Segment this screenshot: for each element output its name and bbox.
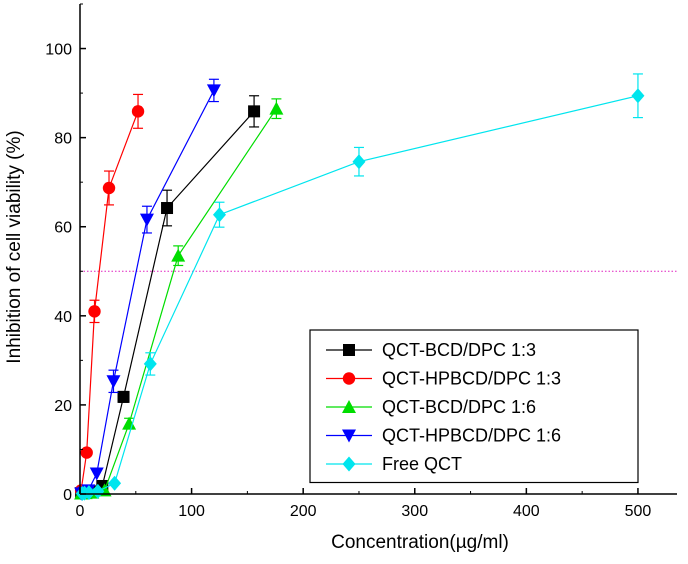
data-point <box>122 416 137 430</box>
y-tick-label: 100 <box>45 42 72 59</box>
data-point <box>80 446 93 459</box>
legend-item: Free QCT <box>326 454 462 474</box>
y-tick-label: 60 <box>54 220 72 237</box>
x-tick-label: 200 <box>290 503 317 520</box>
legend-label: QCT-BCD/DPC 1:6 <box>382 397 536 417</box>
data-point <box>88 305 101 318</box>
data-point <box>139 213 154 227</box>
series-5 <box>75 73 645 502</box>
x-tick-label: 100 <box>178 503 205 520</box>
data-point <box>342 456 356 472</box>
data-point <box>102 181 116 195</box>
y-tick-label: 40 <box>54 309 72 326</box>
axes: 0 100 200 300 400 500 0 20 40 60 80 100 <box>45 3 677 520</box>
x-tick-label: 500 <box>625 503 652 520</box>
legend-label: QCT-HPBCD/DPC 1:3 <box>382 369 561 389</box>
data-point <box>343 344 355 356</box>
y-tick-label: 80 <box>54 131 72 148</box>
data-point <box>82 485 96 501</box>
data-point <box>106 375 121 389</box>
series-group <box>74 73 645 502</box>
data-point <box>91 483 105 499</box>
data-point <box>631 88 645 104</box>
x-tick-label: 300 <box>401 503 428 520</box>
legend-label: QCT-BCD/DPC 1:3 <box>382 340 536 360</box>
legend-item: QCT-HPBCD/DPC 1:3 <box>326 369 561 389</box>
data-point <box>89 467 104 481</box>
data-point <box>352 154 366 170</box>
legend-label: Free QCT <box>382 454 462 474</box>
series-4 <box>74 78 221 501</box>
data-point <box>143 356 157 372</box>
data-point <box>161 202 174 215</box>
series-2 <box>74 93 145 497</box>
data-point <box>131 105 145 118</box>
legend-label: QCT-HPBCD/DPC 1:6 <box>382 426 561 446</box>
data-point <box>171 248 186 262</box>
data-point <box>212 207 226 223</box>
data-point <box>269 101 284 115</box>
data-point <box>342 400 356 413</box>
y-tick-label: 0 <box>63 487 72 504</box>
data-point <box>342 372 356 385</box>
x-tick-label: 0 <box>76 503 85 520</box>
legend-item: QCT-BCD/DPC 1:3 <box>326 340 536 360</box>
legend-box <box>309 329 639 484</box>
data-point <box>117 390 130 403</box>
x-tick-label: 400 <box>513 503 540 520</box>
y-axis-title: Inhibition of cell viability (%) <box>4 130 25 363</box>
legend-item: QCT-HPBCD/DPC 1:6 <box>326 426 561 446</box>
data-point <box>248 105 261 118</box>
legend-item: QCT-BCD/DPC 1:6 <box>326 397 536 417</box>
data-point <box>206 84 221 98</box>
y-tick-label: 20 <box>54 398 72 415</box>
series-line <box>80 110 255 494</box>
data-point <box>108 475 122 491</box>
data-point <box>342 429 356 443</box>
legend: QCT-BCD/DPC 1:3 QCT-HPBCD/DPC 1:3 QCT-BCD/… <box>309 329 639 484</box>
series-line <box>81 108 277 495</box>
x-axis-title: Concentration(µg/ml) <box>331 532 509 553</box>
